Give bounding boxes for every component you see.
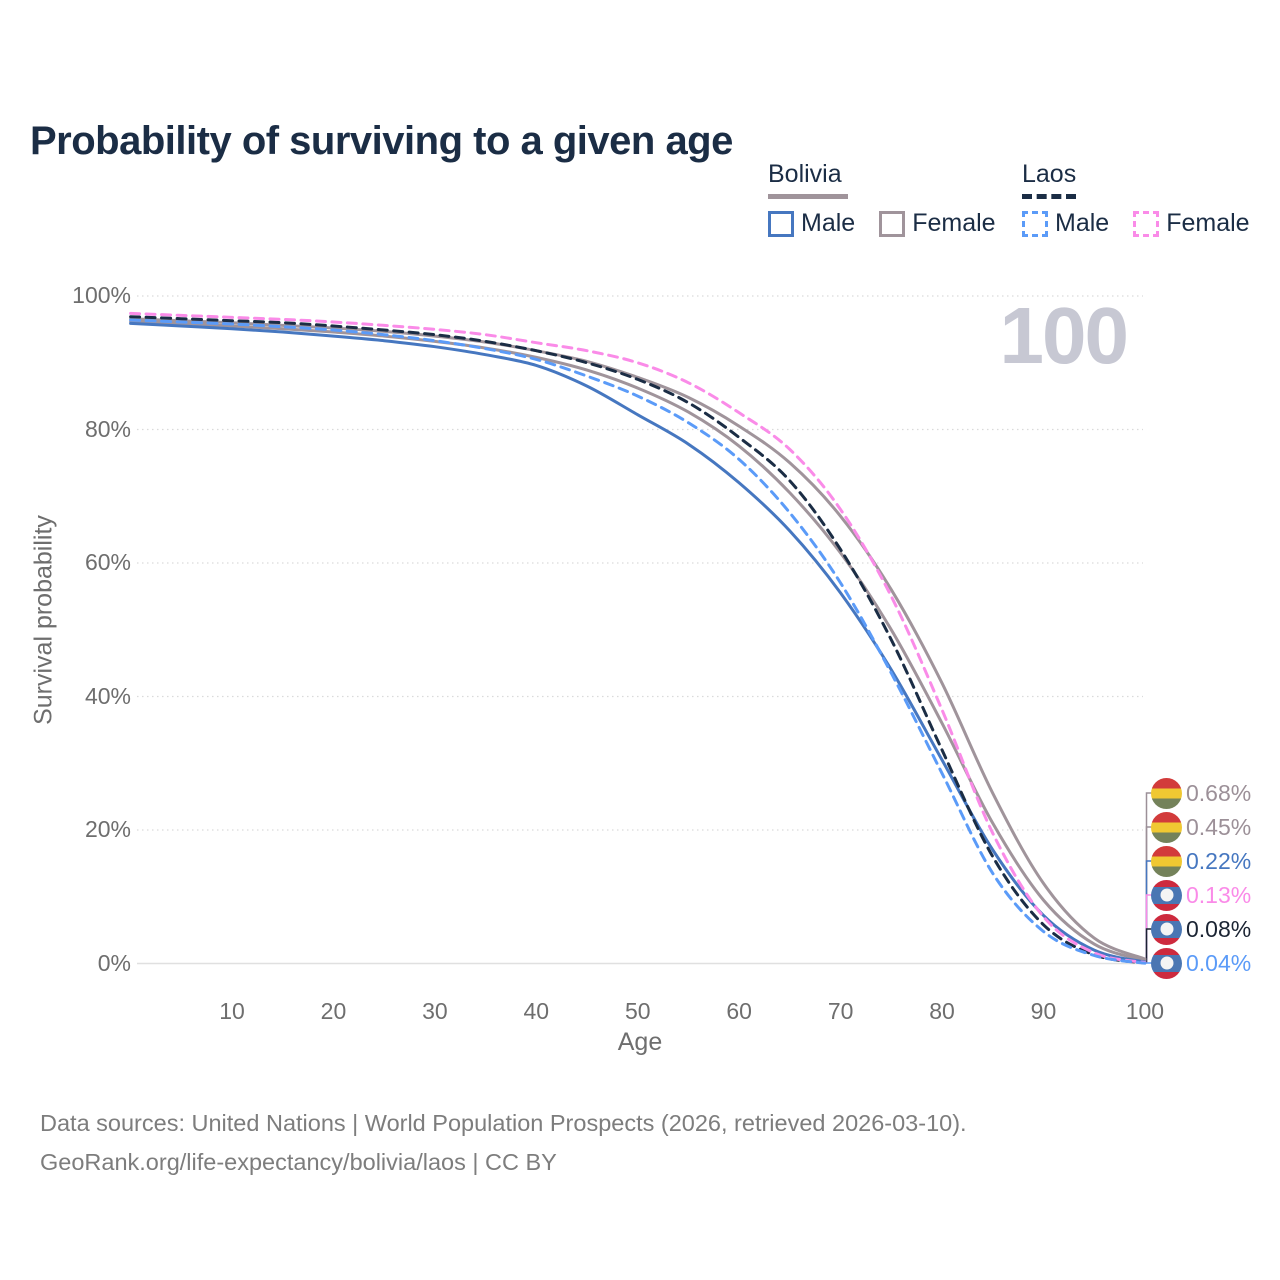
legend-group-laos: Laos Male Female: [1022, 160, 1250, 238]
end-value-text: 0.68%: [1186, 779, 1252, 806]
legend-item-laos-male[interactable]: Male: [1022, 209, 1109, 238]
laos-flag-circle: [1160, 956, 1173, 970]
legend-item-label: Female: [912, 209, 996, 237]
laos-flag-icon: [1151, 879, 1182, 911]
laos-flag-circle: [1160, 922, 1173, 936]
end-value-text: 0.45%: [1186, 813, 1252, 840]
y-tick-60: 60%: [84, 549, 131, 575]
legend-item-label: Male: [801, 209, 856, 237]
y-tick-0: 0%: [97, 949, 131, 976]
x-tick-80: 80: [929, 998, 955, 1024]
curve-bolivia_both: [129, 319, 1147, 962]
page-title: Probability of surviving to a given age: [30, 118, 733, 163]
bolivia-line-swatch: [768, 194, 848, 199]
x-axis-title: Age: [617, 1028, 663, 1056]
legend-item-label: Female: [1166, 209, 1250, 237]
end-value-text: 0.08%: [1186, 915, 1252, 942]
x-tick-90: 90: [1030, 998, 1057, 1024]
x-tick-30: 30: [422, 998, 448, 1024]
curve-laos_female: [129, 311, 1147, 965]
x-tick-20: 20: [320, 998, 347, 1024]
legend-item-laos-female[interactable]: Female: [1133, 209, 1250, 238]
legend-laos-title: Laos: [1022, 160, 1077, 188]
legend-group-bolivia: Bolivia Male Female: [768, 160, 996, 238]
bolivia-male-swatch-icon: [768, 210, 794, 237]
legend-item-label: Male: [1055, 209, 1110, 237]
end-label-laos_female: 0.13%: [1151, 879, 1252, 911]
legend-laos-items: Male Female: [1022, 209, 1250, 238]
x-tick-70: 70: [827, 998, 854, 1024]
end-value-text: 0.13%: [1186, 881, 1252, 908]
y-tick-20: 20%: [84, 816, 131, 842]
curve-laos_both: [129, 315, 1147, 965]
y-tick-40: 40%: [84, 682, 131, 709]
footer-attribution: Data sources: United Nations | World Pop…: [40, 1104, 967, 1182]
laos-male-swatch-icon: [1022, 210, 1048, 237]
bolivia-flag-icon: [1151, 777, 1182, 809]
x-tick-40: 40: [523, 998, 550, 1024]
end-label-bolivia_both: 0.45%: [1151, 811, 1252, 843]
laos-female-swatch-icon: [1133, 210, 1160, 237]
age-counter-watermark: 100: [999, 291, 1129, 380]
y-tick-80: 80%: [84, 415, 131, 442]
bolivia-flag-icon: [1151, 845, 1182, 877]
x-tick-100: 100: [1125, 998, 1165, 1024]
legend-item-bolivia-male[interactable]: Male: [768, 209, 855, 238]
laos-flag-icon: [1151, 913, 1182, 945]
curve-bolivia_female: [129, 317, 1147, 961]
curve-laos_male: [129, 318, 1147, 965]
bolivia-flag-icon: [1151, 811, 1182, 843]
x-tick-10: 10: [219, 998, 245, 1024]
legend-bolivia-title: Bolivia: [768, 160, 842, 188]
end-label-bolivia_female: 0.68%: [1151, 777, 1252, 809]
end-label-laos_male: 0.04%: [1151, 947, 1252, 979]
end-value-text: 0.04%: [1186, 949, 1252, 976]
end-label-laos_both: 0.08%: [1151, 913, 1252, 945]
laos-flag-icon: [1151, 947, 1182, 979]
end-label-bolivia_male: 0.22%: [1151, 845, 1252, 877]
x-tick-50: 50: [624, 998, 651, 1024]
end-value-text: 0.22%: [1186, 847, 1252, 874]
bolivia-female-swatch-icon: [879, 210, 906, 237]
laos-line-swatch: [1022, 194, 1076, 199]
legend-item-bolivia-female[interactable]: Female: [879, 209, 996, 238]
laos-flag-circle: [1160, 888, 1173, 902]
data-sources-line: Data sources: United Nations | World Pop…: [40, 1110, 967, 1136]
source-url-line: GeoRank.org/life-expectancy/bolivia/laos…: [40, 1149, 557, 1175]
curve-bolivia_male: [129, 321, 1147, 964]
y-tick-100: 100%: [72, 282, 131, 308]
legend-bolivia-items: Male Female: [768, 209, 996, 238]
x-tick-60: 60: [726, 998, 752, 1024]
leader-line-laos_both: [1145, 928, 1152, 963]
